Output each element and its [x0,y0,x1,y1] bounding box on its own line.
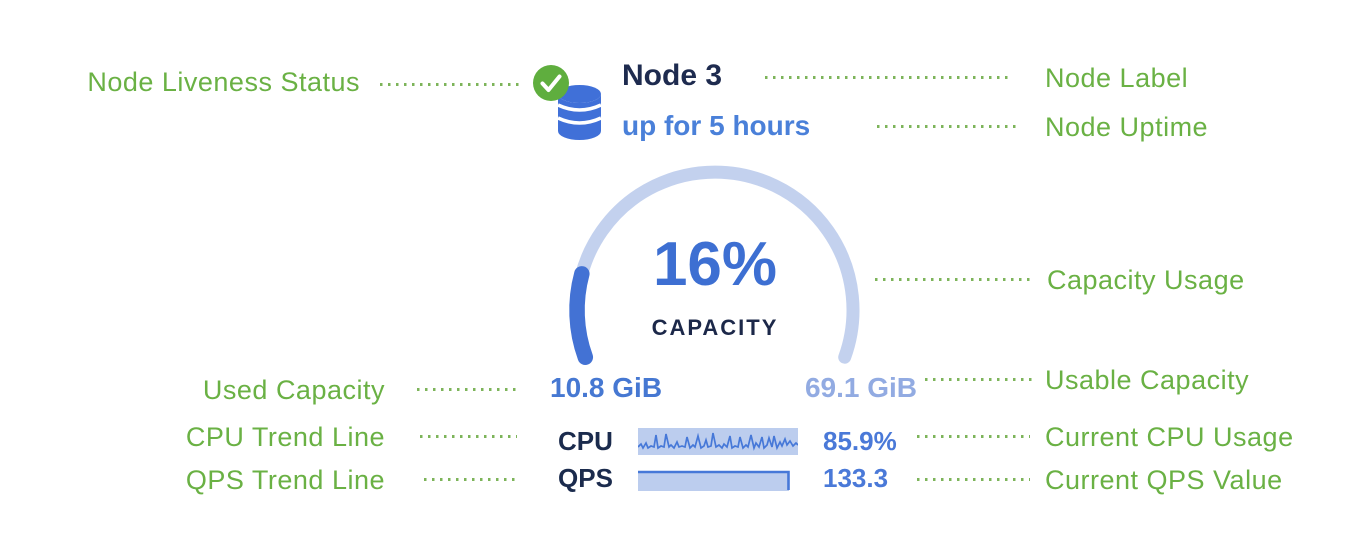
node-label-text: Node 3 [622,59,723,92]
node-label-leader-line [765,76,1013,79]
annotation-used-capacity: Used Capacity [202,375,385,405]
annotation-cpu-trend-line: CPU Trend Line [185,422,385,452]
annotation-qps-trend-line: QPS Trend Line [185,465,385,495]
annotation-current-cpu-usage: Current CPU Usage [1045,422,1294,452]
usable-capacity-leader-line [925,378,1033,381]
annotation-capacity-usage: Capacity Usage [1047,265,1245,295]
capacity-caption: CAPACITY [651,315,779,340]
liveness-check-icon [532,64,570,107]
node-uptime-leader-line [877,125,1017,128]
used-capacity-leader-line [417,388,517,391]
qps-trend-leader-line [424,478,517,481]
cpu-trend-sparkline [637,428,799,460]
qps-label: QPS [558,463,613,493]
used-capacity-value: 10.8 GiB [550,372,663,403]
capacity-percent-value: 16% [652,230,778,299]
current-cpu-leader-line [917,435,1030,438]
qps-current-value: 133.3 [823,463,889,493]
cpu-trend-leader-line [420,435,517,438]
cpu-label: CPU [558,426,613,456]
usable-capacity-value: 69.1 GiB [804,372,917,403]
current-qps-leader-line [917,478,1030,481]
annotation-usable-capacity: Usable Capacity [1045,365,1250,395]
capacity-gauge [569,164,861,365]
annotation-node-liveness-status: Node Liveness Status [87,67,360,97]
liveness-leader-line [380,83,520,86]
annotation-node-label: Node Label [1045,63,1189,93]
node-uptime-text: up for 5 hours [622,110,811,141]
annotation-current-qps-value: Current QPS Value [1045,465,1283,495]
qps-trend-chart [638,470,798,496]
capacity-usage-leader-line [875,278,1030,281]
database-icon [556,84,603,147]
cpu-current-value: 85.9% [823,426,897,456]
annotation-node-uptime: Node Uptime [1045,112,1209,142]
